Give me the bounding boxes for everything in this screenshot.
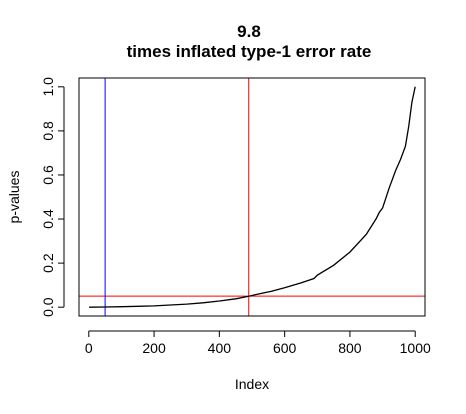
y-tick-label: 0.2 [40, 253, 56, 273]
x-tick-label: 0 [85, 340, 93, 356]
x-tick-label: 400 [208, 340, 232, 356]
x-tick-label: 200 [142, 340, 166, 356]
y-axis-label: p-values [6, 171, 22, 224]
x-axis-label: Index [235, 376, 269, 392]
data-series [89, 86, 416, 308]
y-tick-label: 0.4 [40, 209, 56, 229]
plot-frame [78, 77, 426, 317]
chart-title-line-2: times inflated type-1 error rate [127, 42, 372, 61]
x-tick-label: 800 [338, 340, 362, 356]
chart-title-line-1: 9.8 [237, 22, 261, 41]
x-tick-label: 1000 [400, 340, 431, 356]
y-axis: 0.0 0.2 0.4 0.6 0.8 1.0 [40, 77, 65, 317]
x-axis: 0 200 400 600 800 1000 [85, 330, 431, 356]
y-tick-label: 0.6 [40, 165, 56, 185]
reference-lines [79, 78, 425, 316]
x-tick-label: 600 [273, 340, 297, 356]
series-line-0 [89, 86, 416, 308]
y-tick-label: 1.0 [40, 77, 56, 97]
y-tick-label: 0.0 [40, 297, 56, 317]
y-tick-label: 0.8 [40, 121, 56, 141]
